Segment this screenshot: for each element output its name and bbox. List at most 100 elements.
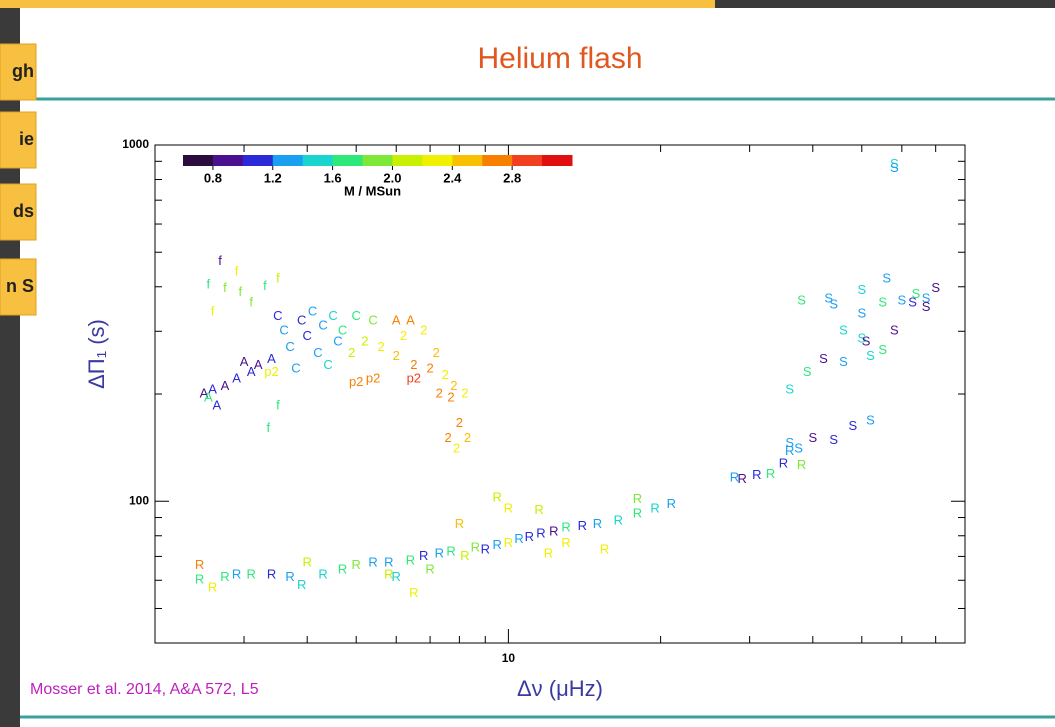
point: R [561, 535, 570, 550]
point: 2 [450, 378, 457, 393]
colorbar-label: M / MSun [344, 183, 401, 198]
point: R [232, 567, 241, 582]
point: p2 [349, 374, 363, 389]
colorbar-tick-label: 2.8 [503, 170, 521, 185]
tab-label: ds [13, 201, 34, 221]
point: R [471, 539, 480, 554]
point: 2 [433, 345, 440, 360]
colorbar-segment [302, 155, 334, 166]
tab-label: ie [19, 129, 34, 149]
point: S [897, 292, 906, 307]
point: R [425, 562, 434, 577]
point: S [803, 364, 812, 379]
point: 2 [453, 441, 460, 456]
point: R [384, 555, 393, 570]
point: R [368, 555, 377, 570]
point: R [338, 562, 347, 577]
tab [0, 43, 37, 101]
point: S [878, 294, 887, 309]
point: R [600, 541, 609, 556]
point: S [848, 418, 857, 433]
point: R [455, 516, 464, 531]
point: S [808, 430, 817, 445]
point: p2 [407, 371, 421, 386]
point: R [297, 577, 306, 592]
point: f [239, 284, 243, 299]
point: S [890, 156, 899, 171]
point: S [862, 333, 871, 348]
y-tick-label: 100 [129, 493, 149, 507]
point: 2 [456, 415, 463, 430]
slide-body [20, 8, 1055, 727]
colorbar-tick-label: 0.8 [204, 170, 222, 185]
point: f [276, 271, 280, 286]
point: 2 [361, 333, 368, 348]
point: S [857, 282, 866, 297]
side-tabs: gh ie ds n S [0, 43, 37, 316]
colorbar-segment [272, 155, 304, 166]
point: S [882, 271, 891, 286]
point: S [839, 354, 848, 369]
point: S [797, 292, 806, 307]
point: R [352, 557, 361, 572]
plot: 10 100 1000 Δν (μHz) ΔΠ₁ (s) 0.8 1.2 1.6 2.0 2.4 2… [84, 137, 966, 701]
point: A [221, 378, 230, 393]
colorbar-segment [542, 155, 573, 166]
point: R [514, 531, 523, 546]
point: 2 [445, 430, 452, 445]
point: A [254, 357, 263, 372]
point: 2 [436, 385, 443, 400]
point: R [534, 502, 543, 517]
point: R [208, 580, 217, 595]
point: S [829, 297, 838, 312]
point: R [766, 466, 775, 481]
point: 2 [377, 339, 384, 354]
point: R [247, 567, 256, 582]
point: R [633, 506, 642, 521]
colorbar-segment [332, 155, 364, 166]
citation: Mosser et al. 2014, A&A 572, L5 [30, 681, 259, 698]
point: S [912, 286, 921, 301]
point: C [323, 357, 332, 372]
tab-label: gh [12, 61, 34, 81]
point: R [667, 496, 676, 511]
point: 2 [426, 360, 433, 375]
point: R [392, 569, 401, 584]
point: S [890, 323, 899, 338]
point: C [273, 308, 282, 323]
point: R [797, 457, 806, 472]
point: A [204, 389, 213, 404]
point: f [211, 303, 215, 318]
point: S [857, 306, 866, 321]
point: A [267, 351, 276, 366]
colorbar-segment [362, 155, 393, 166]
point: R [318, 567, 327, 582]
point: p2 [366, 371, 380, 386]
point: R [578, 518, 587, 533]
point: R [752, 467, 761, 482]
point: R [409, 585, 418, 600]
point: R [504, 501, 513, 516]
point: S [819, 351, 828, 366]
point: C [303, 328, 312, 343]
point: S [794, 441, 803, 456]
point: R [536, 525, 545, 540]
point: R [492, 490, 501, 505]
point: S [922, 299, 931, 314]
point: 2 [410, 357, 417, 372]
point: R [544, 546, 553, 561]
colorbar-segment [512, 155, 543, 166]
y-axis-label: ΔΠ₁ (s) [84, 319, 109, 389]
tab [0, 183, 37, 241]
colorbar-tick-label: 1.6 [324, 170, 342, 185]
point: R [220, 569, 229, 584]
colorbar-segment [212, 155, 244, 166]
point: 2 [348, 345, 355, 360]
colorbar-segment [422, 155, 453, 166]
point: R [504, 535, 513, 550]
point: C [297, 313, 306, 328]
point: f [266, 420, 270, 435]
colorbar-segment [482, 155, 513, 166]
point: 2 [447, 389, 454, 404]
